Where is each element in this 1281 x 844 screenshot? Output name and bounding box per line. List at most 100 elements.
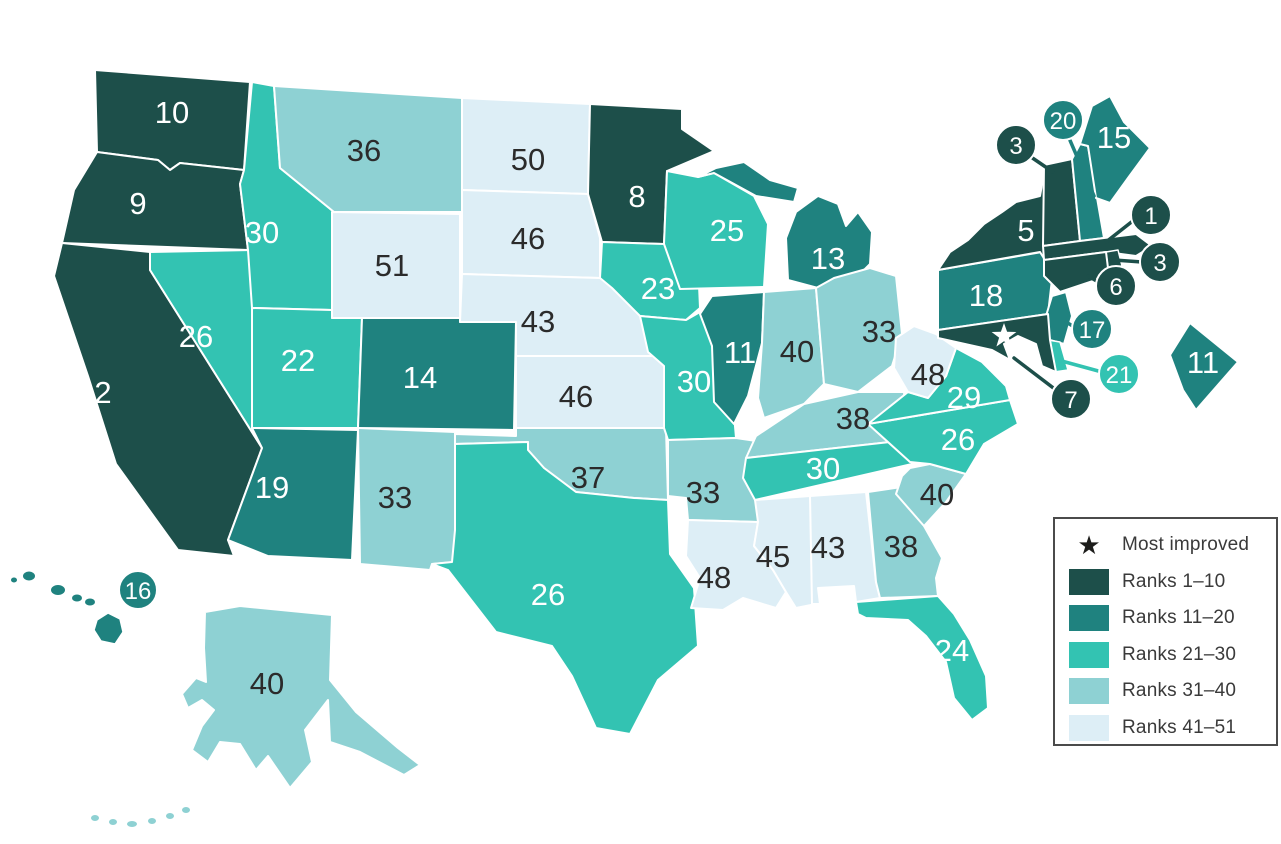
rank-label-de: 21 <box>1106 362 1133 389</box>
rank-label-hi: 16 <box>125 578 152 605</box>
rank-label-ut: 22 <box>281 343 315 378</box>
legend-label-ranks-1-10: Ranks 1–10 <box>1122 570 1226 592</box>
rank-label-tx: 26 <box>531 577 565 612</box>
rank-label-nd: 50 <box>511 142 545 177</box>
rank-label-az: 19 <box>255 470 289 505</box>
legend-row-ranks-41-51: Ranks 41–51 <box>1069 710 1276 747</box>
leader-line-ma <box>1104 218 1136 244</box>
legend-row-ranks-11-20: Ranks 11–20 <box>1069 600 1276 637</box>
rank-label-in: 40 <box>780 334 814 369</box>
most-improved-star <box>991 323 1017 347</box>
rank-label-ca: 2 <box>94 375 111 410</box>
rank-label-ky: 38 <box>836 401 870 436</box>
callout-circle-de <box>1098 353 1140 395</box>
callout-circle-hi <box>118 570 158 610</box>
rank-label-fl: 24 <box>935 633 969 668</box>
leader-line-md <box>1012 356 1058 392</box>
rank-label-vt: 3 <box>1009 133 1022 160</box>
state-wv <box>893 325 957 399</box>
state-shapes <box>11 69 1239 827</box>
rank-label-sd: 46 <box>511 221 545 256</box>
legend-swatch-ranks-11-20 <box>1069 605 1109 632</box>
rank-label-va: 29 <box>947 380 981 415</box>
state-il <box>699 291 765 425</box>
state-me <box>1079 95 1151 204</box>
callout-circle-nj <box>1071 308 1113 350</box>
leader-line-nh <box>1067 136 1096 198</box>
legend-most-improved-label: Most improved <box>1122 534 1250 556</box>
legend-label-ranks-41-51: Ranks 41–51 <box>1122 716 1237 738</box>
state-tn <box>742 439 913 501</box>
callout-circle-vt <box>995 124 1037 166</box>
rank-label-ok: 37 <box>571 460 605 495</box>
legend-swatch-ranks-21-30 <box>1069 641 1109 668</box>
legend-label-ranks-31-40: Ranks 31–40 <box>1122 680 1237 702</box>
rank-label-ny: 5 <box>1017 213 1034 248</box>
callout-rank-labels: 3 20 1 3 6 17 21 7 16 <box>125 108 1167 605</box>
callout-leader-lines <box>1012 136 1144 392</box>
legend-swatch-ranks-1-10 <box>1069 568 1109 595</box>
rank-label-nv: 26 <box>179 319 213 354</box>
rank-label-ks: 46 <box>559 379 593 414</box>
rank-label-pa: 18 <box>969 278 1003 313</box>
legend-row-ranks-31-40: Ranks 31–40 <box>1069 673 1276 710</box>
state-hi-big-island <box>93 612 124 645</box>
legend-row-ranks-21-30: Ranks 21–30 <box>1069 637 1276 674</box>
rank-label-ma: 1 <box>1144 203 1157 230</box>
rank-label-nh: 20 <box>1050 108 1077 135</box>
rank-label-wa: 10 <box>155 95 189 130</box>
rank-label-ne: 43 <box>521 304 555 339</box>
leader-line-ri <box>1112 258 1144 264</box>
rank-label-mn: 8 <box>628 179 645 214</box>
callout-circle-ct <box>1095 265 1137 307</box>
rank-label-tn: 30 <box>806 451 840 486</box>
rank-label-wv: 48 <box>911 357 945 392</box>
rank-label-me: 15 <box>1097 120 1131 155</box>
legend-row-most-improved: ★ Most improved <box>1069 527 1276 564</box>
rank-label-id: 30 <box>245 215 279 250</box>
rank-label-oh: 33 <box>862 314 896 349</box>
state-hi-islands <box>11 571 124 645</box>
state-mi-upper-peninsula <box>697 161 799 203</box>
legend: ★ Most improved Ranks 1–10 Ranks 11–20 R… <box>1053 517 1278 746</box>
rank-label-mo: 30 <box>677 364 711 399</box>
rank-label-ar: 33 <box>686 475 720 510</box>
callout-circle-ri <box>1139 241 1181 283</box>
legend-star-icon: ★ <box>1077 530 1101 561</box>
rank-label-ia: 23 <box>641 271 675 306</box>
legend-label-ranks-21-30: Ranks 21–30 <box>1122 643 1237 665</box>
rank-label-ri: 3 <box>1153 250 1166 277</box>
rank-label-la: 48 <box>697 560 731 595</box>
state-tx <box>431 441 699 735</box>
state-ak-aleutian-islands <box>91 807 190 827</box>
state-sd <box>461 189 601 279</box>
callout-circle-ma <box>1130 194 1172 236</box>
callout-circles <box>118 99 1181 610</box>
rank-label-sc: 40 <box>920 477 954 512</box>
rank-label-nm: 33 <box>378 480 412 515</box>
rank-label-wi: 25 <box>710 213 744 248</box>
state-ak <box>181 605 421 789</box>
leader-line-vt <box>1029 155 1055 174</box>
rank-label-dc: 11 <box>1187 345 1219 380</box>
rank-label-co: 14 <box>403 360 437 395</box>
legend-row-ranks-1-10: Ranks 1–10 <box>1069 564 1276 601</box>
legend-swatch-ranks-41-51 <box>1069 714 1109 741</box>
rank-label-nc: 26 <box>941 422 975 457</box>
rank-label-ak: 40 <box>250 666 284 701</box>
state-fl <box>855 595 989 721</box>
rank-label-md: 7 <box>1064 387 1077 414</box>
state-or <box>61 151 249 251</box>
legend-label-ranks-11-20: Ranks 11–20 <box>1122 607 1235 629</box>
callout-circle-nh <box>1042 99 1084 141</box>
state-mt <box>273 85 463 213</box>
rank-label-ms: 45 <box>756 539 790 574</box>
callout-circle-md <box>1050 378 1092 420</box>
rank-label-il: 11 <box>724 335 756 370</box>
rank-label-ct: 6 <box>1109 274 1122 301</box>
rank-label-wy: 51 <box>375 248 409 283</box>
leader-line-de <box>1056 358 1104 374</box>
state-md <box>937 313 1057 373</box>
